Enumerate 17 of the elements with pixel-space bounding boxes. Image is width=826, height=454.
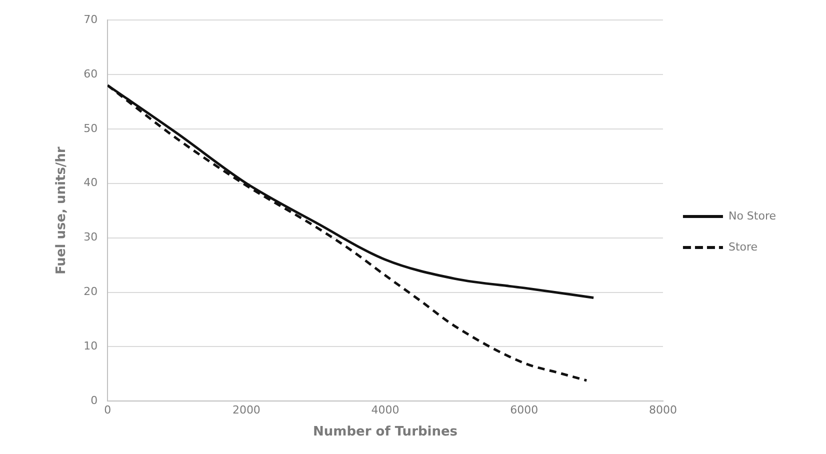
x-tick-label: 8000 (648, 404, 677, 417)
legend-label: No Store (728, 209, 776, 222)
x-tick-label: 0 (104, 404, 112, 417)
y-tick-label: 50 (84, 122, 98, 135)
y-tick-label: 30 (84, 230, 98, 244)
x-axis-title: Number of Turbines (313, 424, 458, 440)
y-tick-label: 20 (84, 285, 98, 298)
y-axis-title: Fuel use, units/hr (54, 146, 70, 275)
y-tick-label: 10 (84, 340, 98, 353)
x-tick-label: 6000 (510, 404, 538, 417)
y-tick-label: 60 (84, 67, 98, 80)
legend-label: Store (728, 240, 758, 254)
y-tick-label: 70 (84, 12, 98, 26)
y-tick-label: 40 (84, 176, 98, 190)
x-tick-label: 4000 (371, 404, 400, 417)
x-tick-label: 2000 (232, 404, 260, 417)
y-tick-label: 0 (90, 394, 98, 408)
